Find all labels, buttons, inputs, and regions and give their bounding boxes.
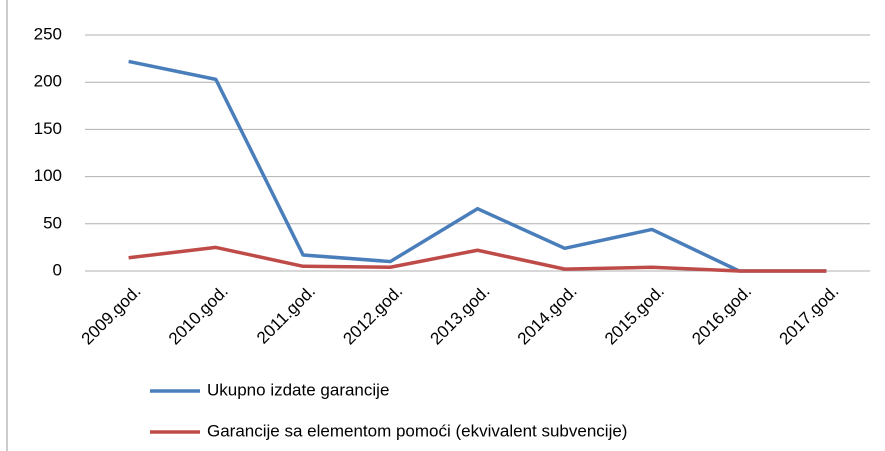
y-tick-label: 50 xyxy=(43,213,62,232)
y-tick-label: 250 xyxy=(34,24,62,43)
x-tick-label: 2014.god. xyxy=(514,282,581,349)
legend-label: Garancije sa elementom pomoći (ekvivalen… xyxy=(207,421,627,440)
x-tick-label: 2010.god. xyxy=(165,282,232,349)
x-tick-label: 2015.god. xyxy=(601,282,668,349)
y-tick-label: 0 xyxy=(53,260,62,279)
y-tick-label: 100 xyxy=(34,166,62,185)
x-tick-label: 2009.god. xyxy=(78,282,145,349)
x-tick-label: 2013.god. xyxy=(427,282,494,349)
series-line xyxy=(128,59,827,273)
x-tick-label: 2012.god. xyxy=(339,282,406,349)
series-line xyxy=(128,245,827,273)
y-tick-label: 150 xyxy=(34,119,62,138)
legend-label: Ukupno izdate garancije xyxy=(207,380,389,399)
x-tick-label: 2017.god. xyxy=(775,282,842,349)
x-tick-label: 2011.god. xyxy=(253,282,319,348)
x-tick-label: 2016.god. xyxy=(688,282,755,349)
y-tick-label: 200 xyxy=(34,72,62,91)
